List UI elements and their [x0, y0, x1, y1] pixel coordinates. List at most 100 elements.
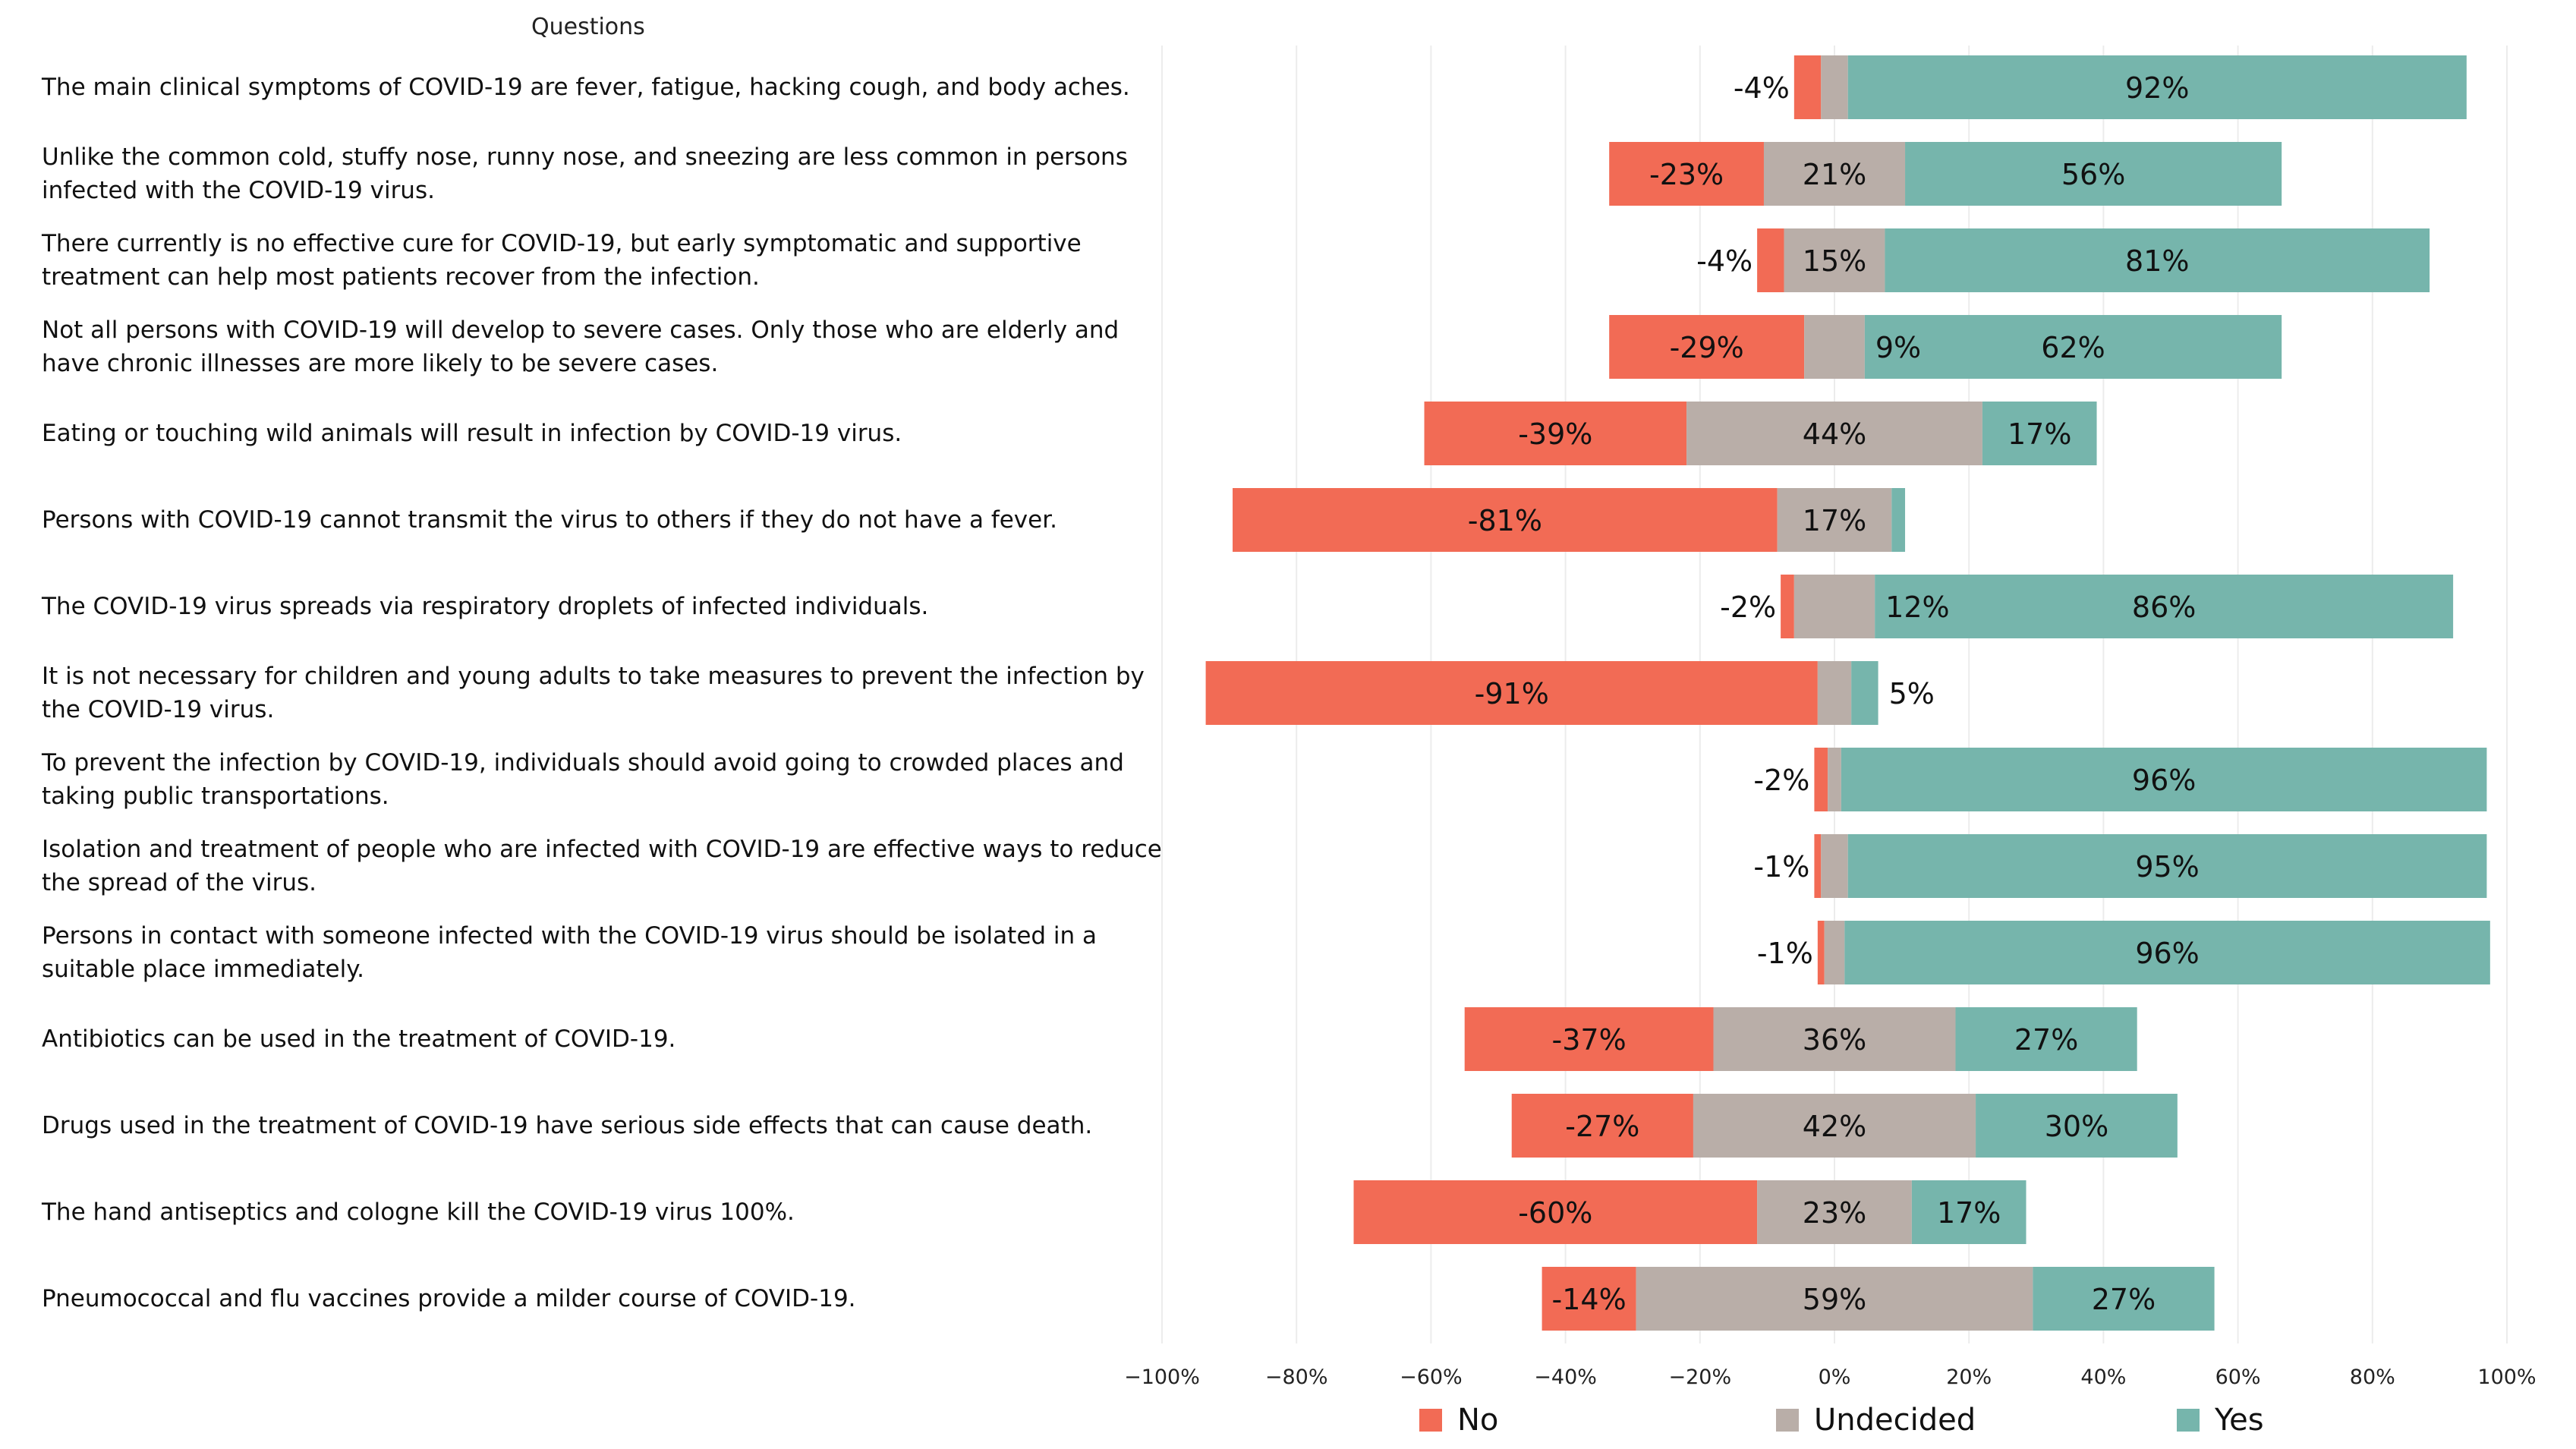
question-label: Persons with COVID-19 cannot transmit th…: [42, 487, 1165, 553]
question-label: The hand antiseptics and cologne kill th…: [42, 1179, 1165, 1246]
x-tick-label: −100%: [1124, 1366, 1200, 1389]
x-tick-label: −20%: [1668, 1366, 1731, 1389]
data-label: -1%: [1753, 850, 1809, 884]
legend-label: No: [1457, 1403, 1498, 1438]
question-label: Eating or touching wild animals will res…: [42, 400, 1165, 467]
bar-no: [1817, 921, 1825, 984]
bar-undecided: [1763, 142, 1906, 206]
data-label: 5%: [1889, 677, 1935, 710]
bar-yes: [2033, 1267, 2215, 1331]
bar-no: [1781, 575, 1794, 638]
question-text: Isolation and treatment of people who ar…: [42, 836, 1162, 896]
data-label: 42%: [1803, 1110, 1866, 1143]
legend-swatch: [2177, 1409, 2200, 1432]
data-label: 95%: [2135, 850, 2199, 884]
bar-undecided: [1821, 55, 1848, 119]
bar-yes: [1844, 921, 2490, 984]
bar-yes: [1891, 488, 1906, 552]
legend-label: Yes: [2214, 1403, 2264, 1438]
question-label: Persons in contact with someone infected…: [42, 919, 1165, 986]
x-tick-label: −60%: [1400, 1366, 1463, 1389]
bar-undecided: [1693, 1094, 1976, 1158]
bar-yes: [1955, 1007, 2137, 1071]
data-label: -2%: [1753, 764, 1809, 797]
data-label: 27%: [2092, 1283, 2156, 1316]
bar-no: [1814, 834, 1822, 898]
data-label: -14%: [1552, 1283, 1627, 1316]
bar-yes: [1847, 834, 2487, 898]
bar-no: [1511, 1094, 1693, 1158]
question-label: Unlike the common cold, stuffy nose, run…: [42, 140, 1165, 207]
bar-undecided: [1636, 1267, 2033, 1331]
data-label: -4%: [1696, 244, 1752, 278]
data-label: -81%: [1468, 504, 1542, 537]
bar-no: [1542, 1267, 1636, 1331]
bar-no: [1424, 402, 1687, 465]
bar-no: [1353, 1180, 1758, 1244]
bar-no: [1757, 228, 1784, 292]
bar-yes: [1885, 228, 2430, 292]
data-label: 92%: [2125, 71, 2189, 105]
data-label: 27%: [2014, 1023, 2078, 1057]
data-label: -1%: [1757, 937, 1813, 970]
x-tick-label: 60%: [2215, 1366, 2261, 1389]
data-label: 62%: [2041, 331, 2105, 364]
question-text: Not all persons with COVID-19 will devel…: [42, 317, 1120, 377]
data-label: -37%: [1552, 1023, 1627, 1057]
data-label: 12%: [1885, 591, 1949, 624]
question-label: The COVID-19 virus spreads via respirato…: [42, 573, 1165, 640]
data-label: 23%: [1803, 1196, 1866, 1230]
data-label: -4%: [1734, 71, 1790, 105]
question-text: Drugs used in the treatment of COVID-19 …: [42, 1112, 1093, 1139]
data-label: 56%: [2061, 158, 2125, 191]
data-label: 17%: [1937, 1196, 2001, 1230]
question-label: Isolation and treatment of people who ar…: [42, 833, 1165, 899]
bar-yes: [1847, 55, 2467, 119]
data-label: -23%: [1649, 158, 1724, 191]
x-tick-label: 20%: [1946, 1366, 1992, 1389]
bar-no: [1609, 142, 1764, 206]
bar-yes: [1875, 575, 2454, 638]
bar-yes: [1841, 748, 2487, 811]
data-label: -39%: [1518, 417, 1592, 451]
bar-undecided: [1821, 834, 1848, 898]
legend-label: Undecided: [1814, 1403, 1976, 1438]
bar-no: [1233, 488, 1778, 552]
question-text: Antibiotics can be used in the treatment…: [42, 1025, 676, 1053]
data-label: -60%: [1518, 1196, 1592, 1230]
bar-yes: [1911, 1180, 2026, 1244]
legend-swatch: [1419, 1409, 1442, 1432]
bar-undecided: [1777, 488, 1892, 552]
data-label: 81%: [2125, 244, 2189, 278]
question-label: Pneumococcal and flu vaccines provide a …: [42, 1265, 1165, 1332]
bar-no: [1793, 55, 1822, 119]
bar-yes: [1864, 315, 2282, 379]
question-label: To prevent the infection by COVID-19, in…: [42, 746, 1165, 813]
bar-yes: [1905, 142, 2282, 206]
bar-undecided: [1824, 921, 1845, 984]
question-label: It is not necessary for children and you…: [42, 660, 1165, 726]
legend: No Undecided Yes: [1419, 1403, 2264, 1438]
question-text: Pneumococcal and flu vaccines provide a …: [42, 1285, 856, 1312]
data-label: -91%: [1475, 677, 1549, 710]
data-label: 15%: [1803, 244, 1866, 278]
bar-undecided: [1828, 748, 1841, 811]
x-tick-label: 40%: [2080, 1366, 2126, 1389]
legend-swatch: [1776, 1409, 1799, 1432]
x-tick-label: 100%: [2477, 1366, 2536, 1389]
x-tick-label: −80%: [1265, 1366, 1328, 1389]
data-label: 96%: [2135, 937, 2199, 970]
question-list: The main clinical symptoms of COVID-19 a…: [0, 0, 1169, 1366]
question-text: It is not necessary for children and you…: [42, 663, 1145, 723]
question-text: The main clinical symptoms of COVID-19 a…: [42, 74, 1130, 101]
question-text: The hand antiseptics and cologne kill th…: [42, 1199, 795, 1226]
data-label: 36%: [1803, 1023, 1866, 1057]
bar-yes: [1851, 661, 1878, 725]
data-label: 9%: [1875, 331, 1921, 364]
question-text: There currently is no effective cure for…: [42, 230, 1082, 291]
x-tick-label: 80%: [2350, 1366, 2395, 1389]
data-label: 44%: [1803, 417, 1866, 451]
data-label: 96%: [2132, 764, 2196, 797]
bars: [1205, 55, 2490, 1331]
question-text: Persons in contact with someone infected…: [42, 922, 1097, 983]
